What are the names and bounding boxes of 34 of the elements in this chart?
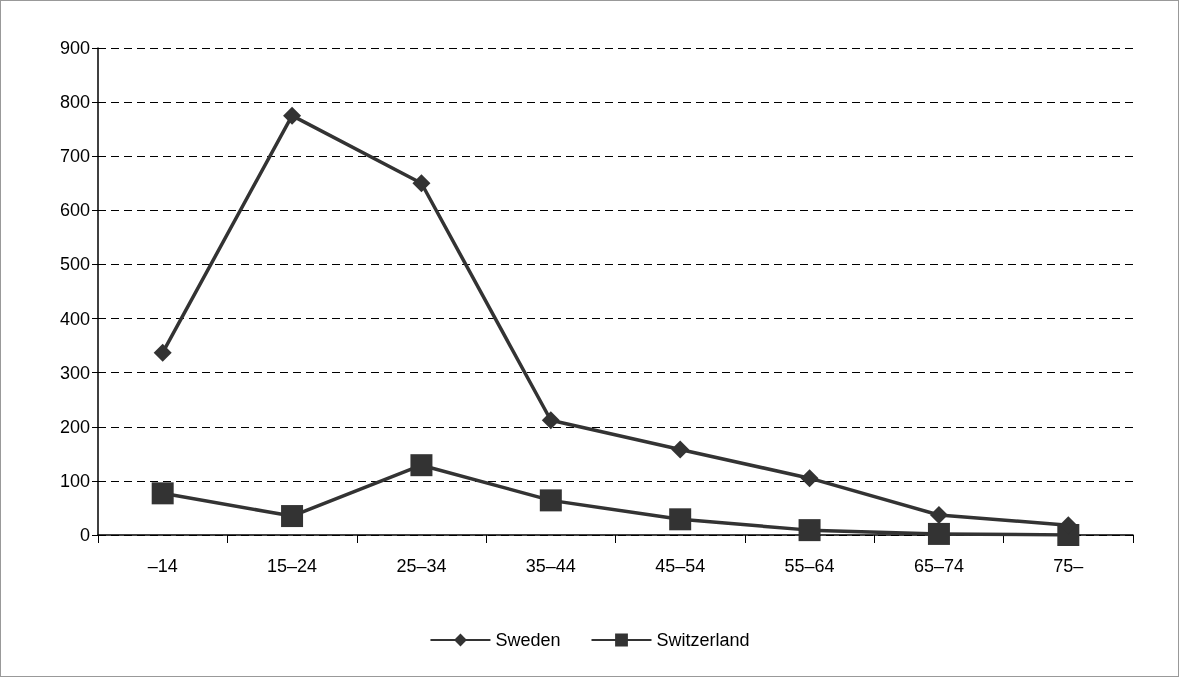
point [798, 519, 821, 542]
y-tick-label: 300 [59, 362, 90, 383]
point [669, 508, 692, 531]
point [541, 411, 560, 430]
point [410, 454, 433, 477]
point [671, 440, 690, 459]
y-tick-label: 800 [59, 92, 90, 113]
point [153, 343, 172, 362]
y-tick-label: 500 [59, 254, 90, 275]
legend-label: Switzerland [656, 630, 750, 650]
y-tick-label: 700 [59, 146, 90, 167]
x-tick-label: 65–74 [913, 556, 964, 576]
y-tick-label: 200 [59, 416, 90, 437]
point [929, 505, 948, 524]
legend-label: Sweden [495, 630, 561, 650]
x-tick-label: 25–34 [396, 556, 447, 576]
x-tick-label: 15–24 [267, 556, 318, 576]
y-tick-label: 600 [59, 200, 90, 221]
x-tick-label: 75– [1053, 556, 1084, 576]
point [927, 522, 950, 545]
point [151, 482, 174, 505]
x-tick-label: –14 [147, 556, 178, 576]
point [281, 505, 304, 528]
point [283, 106, 302, 125]
x-tick-label: 45–54 [655, 556, 706, 576]
x-tick-label: 35–44 [525, 556, 576, 576]
x-tick-label: 55–64 [784, 556, 835, 576]
y-tick-label: 900 [59, 38, 90, 58]
point [539, 489, 562, 512]
point [800, 469, 819, 488]
y-tick-label: 400 [59, 308, 90, 329]
y-tick-label: 100 [59, 470, 90, 491]
point [412, 174, 431, 193]
y-tick-label: 0 [79, 525, 90, 545]
